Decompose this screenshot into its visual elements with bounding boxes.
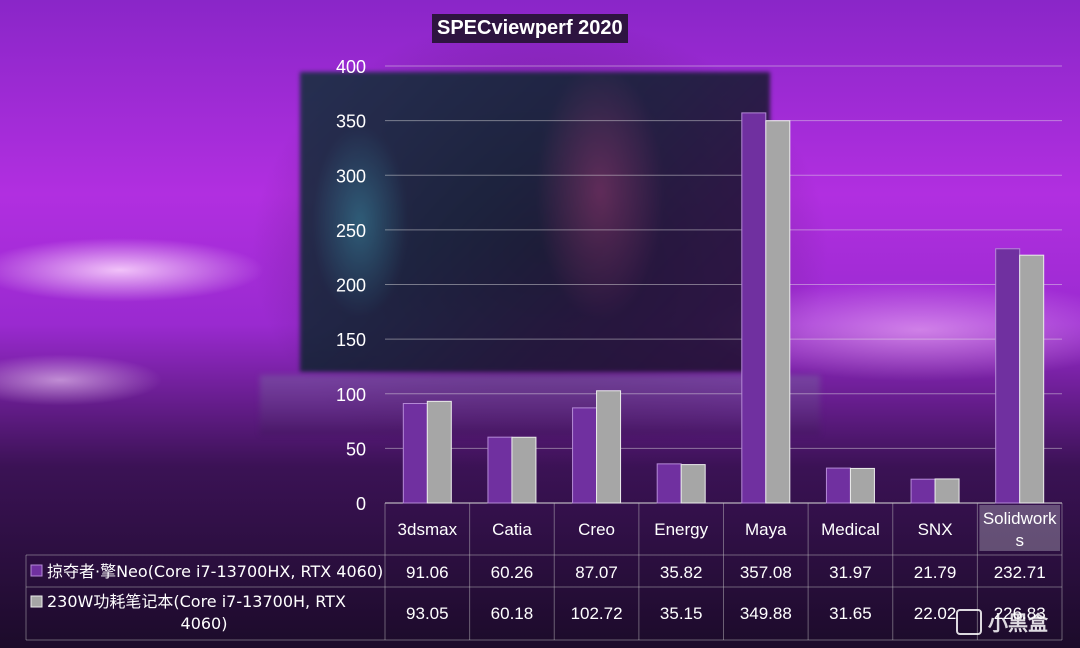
y-tick-label: 400 bbox=[336, 57, 366, 77]
data-table-value: 226.83 bbox=[994, 604, 1046, 623]
watermark: 小黑盒 bbox=[956, 607, 1048, 636]
data-table-value: 31.97 bbox=[829, 563, 872, 582]
data-table-value: 357.08 bbox=[740, 563, 792, 582]
data-table-value: 93.05 bbox=[406, 604, 449, 623]
bar bbox=[765, 120, 791, 504]
data-table-value: 91.06 bbox=[406, 563, 449, 582]
data-table-value: 60.26 bbox=[491, 563, 534, 582]
data-table-value: 232.71 bbox=[994, 563, 1046, 582]
data-table-value: 60.18 bbox=[491, 604, 534, 623]
y-tick-label: 350 bbox=[336, 112, 366, 132]
data-table-value: 22.02 bbox=[914, 604, 957, 623]
data-table-value: 21.79 bbox=[914, 563, 957, 582]
bar bbox=[680, 464, 706, 504]
x-category-label: 3dsmax bbox=[398, 520, 458, 539]
legend-series-name: 4060) bbox=[181, 614, 228, 633]
bar bbox=[910, 478, 936, 504]
bar bbox=[741, 112, 767, 504]
y-tick-label: 200 bbox=[336, 276, 366, 296]
data-table-value: 35.15 bbox=[660, 604, 703, 623]
y-tick-label: 150 bbox=[336, 330, 366, 350]
y-tick-label: 100 bbox=[336, 385, 366, 405]
legend-key bbox=[30, 564, 43, 577]
x-category-label: Catia bbox=[492, 520, 532, 539]
bar bbox=[487, 436, 513, 504]
chart-title: SPECviewperf 2020 bbox=[432, 14, 628, 43]
x-category-label: Solidwork bbox=[983, 509, 1057, 528]
bar bbox=[934, 478, 960, 504]
background-laptop-base bbox=[260, 375, 820, 435]
bar bbox=[572, 407, 598, 504]
y-tick-label: 250 bbox=[336, 221, 366, 241]
y-tick-label: 300 bbox=[336, 166, 366, 186]
x-category-label: SNX bbox=[918, 520, 953, 539]
category-label-bg bbox=[979, 505, 1060, 551]
bar bbox=[426, 400, 452, 504]
bar bbox=[995, 248, 1021, 504]
bar bbox=[849, 467, 875, 504]
data-table-value: 102.72 bbox=[571, 604, 623, 623]
data-table-value: 87.07 bbox=[575, 563, 618, 582]
legend-key bbox=[30, 595, 43, 608]
x-category-label: Maya bbox=[745, 520, 787, 539]
data-table-value: 31.65 bbox=[829, 604, 872, 623]
bar bbox=[1019, 254, 1045, 504]
data-table-value: 35.82 bbox=[660, 563, 703, 582]
bar bbox=[511, 436, 537, 504]
x-category-label: Energy bbox=[654, 520, 708, 539]
bar bbox=[825, 467, 851, 504]
bar bbox=[402, 403, 428, 504]
x-category-label: Creo bbox=[578, 520, 615, 539]
legend-series-name: 掠夺者·擎Neo(Core i7-13700HX, RTX 4060) bbox=[47, 562, 383, 581]
watermark-text: 小黑盒 bbox=[988, 613, 1048, 635]
bar bbox=[596, 390, 622, 504]
x-category-label: Medical bbox=[821, 520, 880, 539]
watermark-logo-icon bbox=[956, 608, 982, 635]
x-category-label: s bbox=[1015, 531, 1024, 550]
y-tick-label: 50 bbox=[346, 439, 366, 459]
y-tick-label: 0 bbox=[356, 494, 366, 514]
data-table-value: 349.88 bbox=[740, 604, 792, 623]
bar bbox=[656, 463, 682, 504]
background-laptop-screen bbox=[300, 72, 770, 372]
legend-series-name: 230W功耗笔记本(Core i7-13700H, RTX bbox=[47, 592, 346, 611]
